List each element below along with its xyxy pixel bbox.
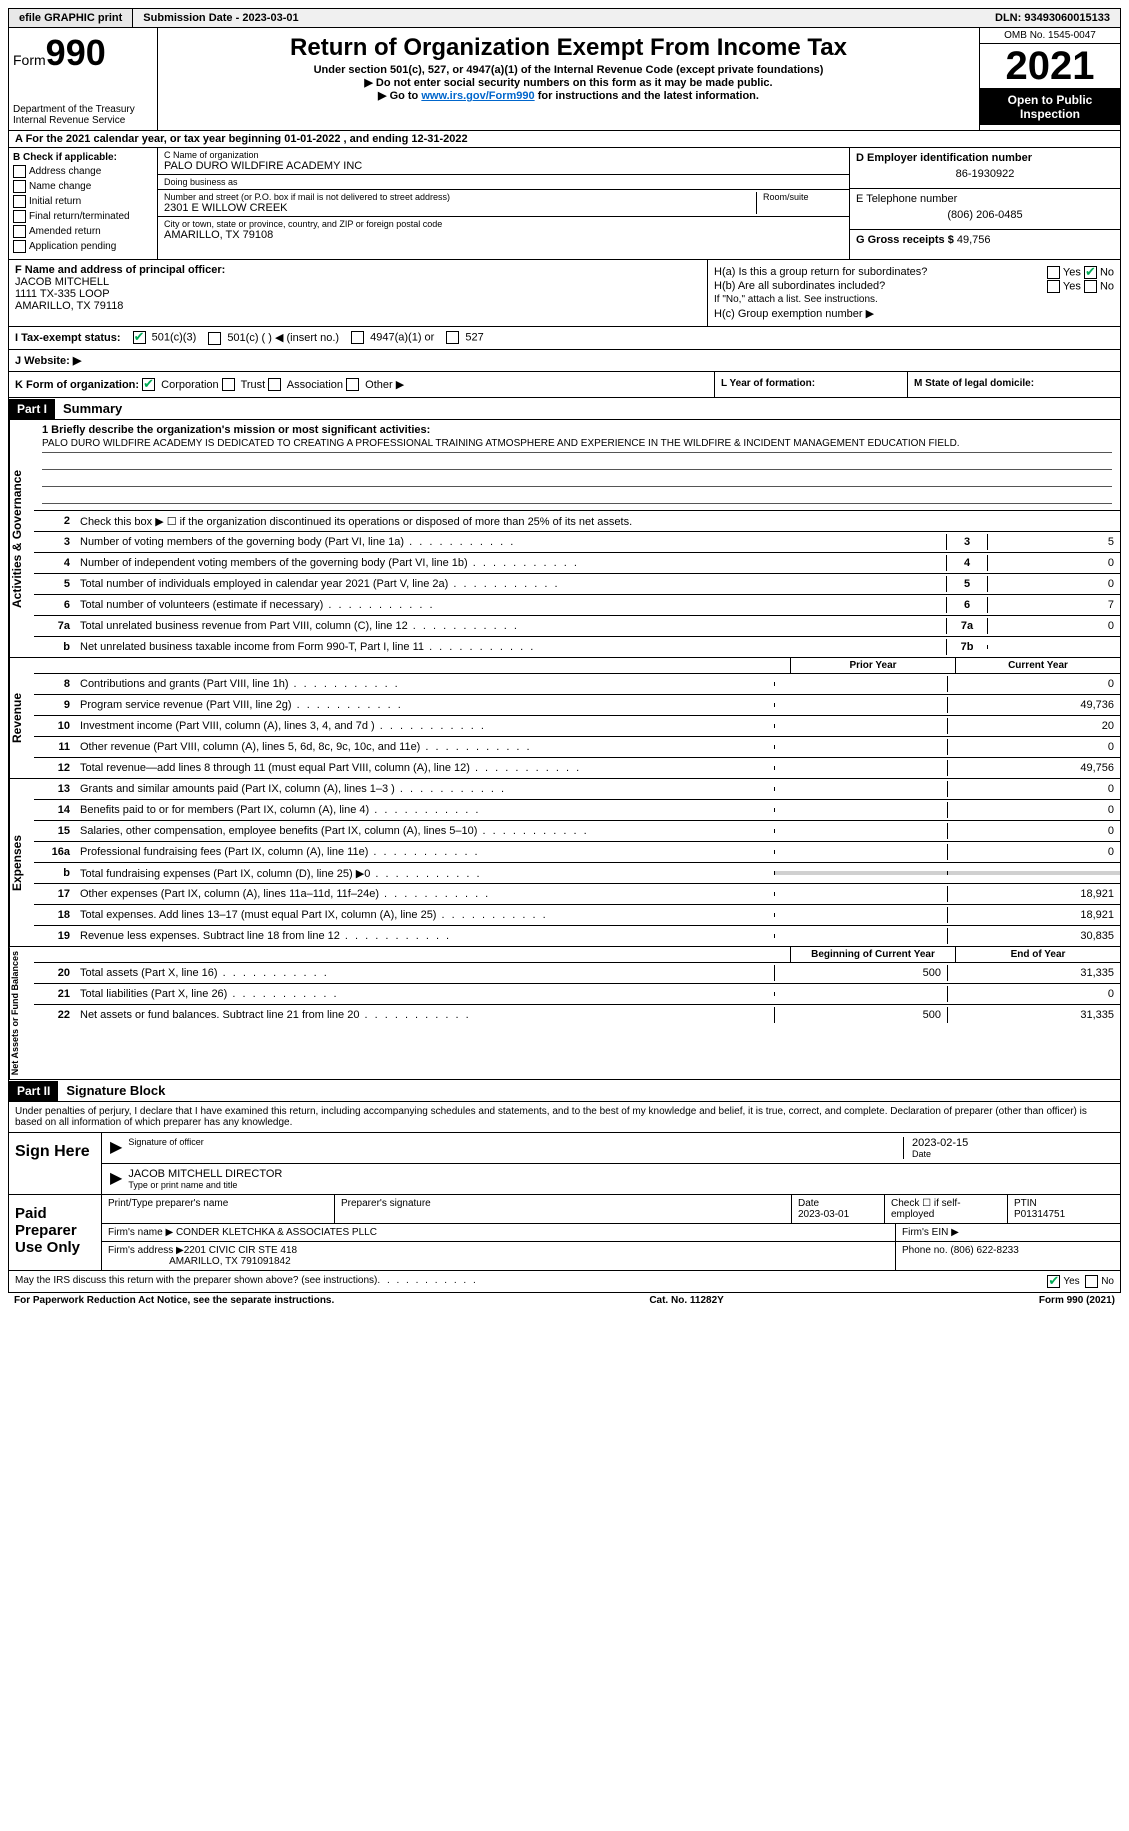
exp-line: 14Benefits paid to or for members (Part … <box>34 800 1120 821</box>
gov-line: bNet unrelated business taxable income f… <box>34 637 1120 657</box>
exp-line: 15Salaries, other compensation, employee… <box>34 821 1120 842</box>
submission-date: Submission Date - 2023-03-01 <box>133 9 308 27</box>
section-bcd: B Check if applicable: Address change Na… <box>8 148 1121 260</box>
exp-line: 19Revenue less expenses. Subtract line 1… <box>34 926 1120 946</box>
dln: DLN: 93493060015133 <box>985 9 1120 27</box>
column-d: D Employer identification number 86-1930… <box>850 148 1120 259</box>
net-assets-section: Net Assets or Fund Balances Beginning of… <box>8 947 1121 1080</box>
gov-line: 6Total number of volunteers (estimate if… <box>34 595 1120 616</box>
signature-block: Under penalties of perjury, I declare th… <box>8 1102 1121 1195</box>
gov-line: 5Total number of individuals employed in… <box>34 574 1120 595</box>
section-fh: F Name and address of principal officer:… <box>8 260 1121 327</box>
header-left: Form990 Department of the Treasury Inter… <box>9 28 158 130</box>
rev-line: 10Investment income (Part VIII, column (… <box>34 716 1120 737</box>
header-right: OMB No. 1545-0047 2021 Open to Public In… <box>980 28 1120 130</box>
activities-governance: Activities & Governance 1 Briefly descri… <box>8 420 1121 658</box>
efile-print-button[interactable]: efile GRAPHIC print <box>9 9 133 27</box>
expenses-section: Expenses 13Grants and similar amounts pa… <box>8 779 1121 947</box>
gov-line: 4Number of independent voting members of… <box>34 553 1120 574</box>
revenue-section: Revenue Prior YearCurrent Year 8Contribu… <box>8 658 1121 779</box>
row-j-website: J Website: ▶ <box>8 350 1121 372</box>
exp-line: 18Total expenses. Add lines 13–17 (must … <box>34 905 1120 926</box>
form-title: Return of Organization Exempt From Incom… <box>162 34 975 62</box>
net-line: 20Total assets (Part X, line 16) 50031,3… <box>34 963 1120 984</box>
rev-line: 9Program service revenue (Part VIII, lin… <box>34 695 1120 716</box>
row-i-tax-status: I Tax-exempt status: 501(c)(3) 501(c) ( … <box>8 327 1121 350</box>
net-line: 22Net assets or fund balances. Subtract … <box>34 1005 1120 1025</box>
rev-line: 11Other revenue (Part VIII, column (A), … <box>34 737 1120 758</box>
row-k: K Form of organization: Corporation Trus… <box>8 372 1121 399</box>
rev-line: 8Contributions and grants (Part VIII, li… <box>34 674 1120 695</box>
column-f: F Name and address of principal officer:… <box>9 260 708 326</box>
net-line: 21Total liabilities (Part X, line 26) 0 <box>34 984 1120 1005</box>
exp-line: 13Grants and similar amounts paid (Part … <box>34 779 1120 800</box>
top-bar: efile GRAPHIC print Submission Date - 20… <box>8 8 1121 28</box>
column-h: H(a) Is this a group return for subordin… <box>708 260 1120 326</box>
column-c: C Name of organization PALO DURO WILDFIR… <box>158 148 850 259</box>
column-b: B Check if applicable: Address change Na… <box>9 148 158 259</box>
part-2-header: Part II Signature Block <box>8 1080 1121 1102</box>
header-middle: Return of Organization Exempt From Incom… <box>158 28 980 130</box>
irs-link[interactable]: www.irs.gov/Form990 <box>421 90 534 102</box>
preparer-block: Paid Preparer Use Only Print/Type prepar… <box>8 1195 1121 1271</box>
gov-line: 7aTotal unrelated business revenue from … <box>34 616 1120 637</box>
discuss-row: May the IRS discuss this return with the… <box>8 1271 1121 1293</box>
form-header: Form990 Department of the Treasury Inter… <box>8 28 1121 131</box>
bottom-row: For Paperwork Reduction Act Notice, see … <box>8 1293 1121 1308</box>
exp-line: bTotal fundraising expenses (Part IX, co… <box>34 863 1120 884</box>
rev-line: 12Total revenue—add lines 8 through 11 (… <box>34 758 1120 778</box>
gov-line: 3Number of voting members of the governi… <box>34 532 1120 553</box>
exp-line: 16aProfessional fundraising fees (Part I… <box>34 842 1120 863</box>
part-1-header: Part I Summary <box>8 398 1121 420</box>
exp-line: 17Other expenses (Part IX, column (A), l… <box>34 884 1120 905</box>
row-a-tax-year: A For the 2021 calendar year, or tax yea… <box>8 131 1121 148</box>
